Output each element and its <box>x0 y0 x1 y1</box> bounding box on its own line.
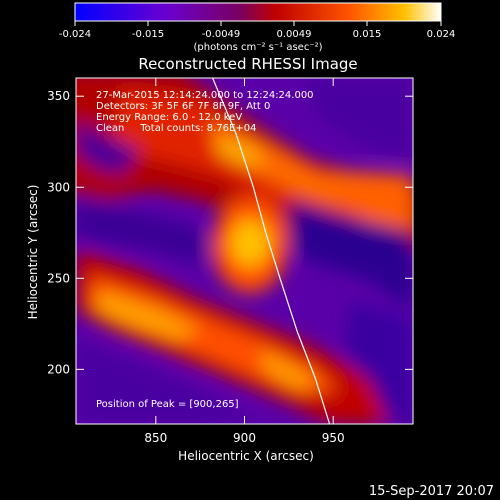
x-axis-label: Heliocentric X (arcsec) <box>178 449 314 463</box>
footer-date: 15-Sep-2017 20:07 <box>369 484 494 499</box>
x-tick-label: 900 <box>233 431 256 445</box>
colorbar-tick-label: 0.0049 <box>277 29 312 40</box>
x-axis-ticks: 850 900 950 <box>144 78 345 445</box>
annotation-peak: Position of Peak = [900,265] <box>96 399 239 410</box>
colorbar-tick-label: 0.015 <box>353 29 382 40</box>
y-tick-label: 300 <box>47 180 70 194</box>
annotation-detectors: Detectors: 3F 5F 6F 7F 8F 9F, Att 0 <box>96 101 270 112</box>
y-axis-ticks: 200 250 300 350 <box>47 89 413 376</box>
y-tick-label: 200 <box>47 362 70 376</box>
colorbar-unit-label: (photons cm⁻² s⁻¹ asec⁻²) <box>193 42 322 53</box>
colorbar-ticks <box>74 21 442 26</box>
y-tick-label: 350 <box>47 89 70 103</box>
colorbar-tick-label: -0.0049 <box>202 29 241 40</box>
y-tick-label: 250 <box>47 271 70 285</box>
colorbar-tick-label: -0.015 <box>132 29 164 40</box>
colorbar-tick-label: 0.024 <box>427 29 456 40</box>
annotation-time-range: 27-Mar-2015 12:14:24.000 to 12:24:24.000 <box>96 90 314 101</box>
heatmap-image <box>76 78 413 424</box>
chart-title: Reconstructed RHESSI Image <box>138 55 357 73</box>
x-tick-label: 950 <box>322 431 345 445</box>
y-axis-label: Heliocentric Y (arcsec) <box>26 185 40 320</box>
solar-limb-curve <box>212 78 331 424</box>
annotation-clean: Clean Total counts: 8.76E+04 <box>96 123 256 134</box>
colorbar-tick-label: -0.024 <box>59 29 91 40</box>
x-tick-label: 850 <box>144 431 167 445</box>
colorbar <box>74 2 442 22</box>
annotation-energy: Energy Range: 6.0 - 12.0 keV <box>96 112 242 123</box>
